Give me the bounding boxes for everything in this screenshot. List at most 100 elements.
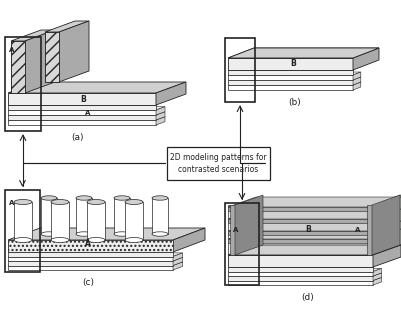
- Polygon shape: [156, 82, 186, 105]
- Polygon shape: [228, 48, 379, 58]
- Polygon shape: [8, 266, 173, 270]
- Bar: [225, 38, 255, 102]
- Polygon shape: [228, 267, 373, 272]
- Text: B: B: [290, 60, 296, 68]
- Polygon shape: [353, 82, 361, 90]
- Polygon shape: [156, 117, 165, 125]
- Polygon shape: [8, 240, 173, 252]
- Polygon shape: [8, 228, 205, 240]
- Polygon shape: [228, 58, 353, 70]
- Polygon shape: [353, 48, 379, 70]
- Polygon shape: [228, 229, 401, 239]
- Polygon shape: [228, 85, 353, 90]
- Ellipse shape: [76, 196, 92, 200]
- Polygon shape: [372, 195, 400, 255]
- Polygon shape: [353, 77, 361, 85]
- Bar: [125, 202, 143, 240]
- Polygon shape: [156, 112, 165, 120]
- Text: (c): (c): [82, 278, 94, 287]
- Ellipse shape: [114, 196, 130, 200]
- Polygon shape: [45, 32, 59, 82]
- Bar: [51, 202, 69, 240]
- Polygon shape: [156, 107, 165, 115]
- Polygon shape: [173, 228, 205, 252]
- Polygon shape: [8, 240, 173, 252]
- Text: contrasted scenarios: contrasted scenarios: [178, 164, 258, 174]
- Ellipse shape: [14, 199, 32, 204]
- Ellipse shape: [87, 238, 105, 243]
- Polygon shape: [8, 82, 186, 93]
- Ellipse shape: [51, 238, 69, 243]
- Text: (b): (b): [289, 98, 302, 107]
- Polygon shape: [228, 197, 401, 207]
- Polygon shape: [367, 205, 372, 255]
- Polygon shape: [173, 262, 182, 270]
- Bar: [76, 198, 92, 234]
- Bar: [225, 203, 259, 285]
- Polygon shape: [373, 273, 381, 280]
- Polygon shape: [228, 276, 373, 280]
- Polygon shape: [8, 256, 173, 261]
- Polygon shape: [8, 120, 156, 125]
- Polygon shape: [11, 41, 25, 93]
- Polygon shape: [228, 209, 401, 219]
- Ellipse shape: [87, 199, 105, 204]
- Polygon shape: [8, 261, 173, 266]
- Bar: [14, 202, 32, 240]
- Polygon shape: [228, 219, 373, 223]
- Polygon shape: [8, 252, 173, 256]
- Text: A: A: [9, 47, 14, 53]
- Polygon shape: [373, 195, 401, 255]
- Polygon shape: [228, 221, 401, 231]
- Polygon shape: [373, 245, 401, 267]
- Polygon shape: [228, 255, 373, 267]
- Polygon shape: [8, 93, 156, 105]
- Ellipse shape: [114, 232, 130, 236]
- Polygon shape: [11, 30, 55, 41]
- Polygon shape: [59, 21, 89, 82]
- Bar: [41, 198, 57, 234]
- Text: A: A: [233, 227, 239, 233]
- Polygon shape: [173, 257, 182, 266]
- Text: 2D modeling patterns for: 2D modeling patterns for: [170, 153, 266, 163]
- Polygon shape: [8, 107, 165, 110]
- Polygon shape: [8, 115, 156, 120]
- Ellipse shape: [76, 232, 92, 236]
- Polygon shape: [8, 117, 165, 120]
- Ellipse shape: [14, 238, 32, 243]
- Polygon shape: [228, 205, 373, 255]
- Polygon shape: [235, 195, 263, 255]
- Polygon shape: [228, 273, 381, 276]
- Polygon shape: [228, 77, 361, 80]
- Polygon shape: [373, 278, 381, 285]
- Ellipse shape: [51, 199, 69, 204]
- Ellipse shape: [41, 196, 57, 200]
- Polygon shape: [228, 268, 381, 272]
- Polygon shape: [8, 112, 165, 115]
- Bar: [5, 37, 41, 131]
- FancyBboxPatch shape: [166, 146, 269, 180]
- Polygon shape: [228, 239, 373, 243]
- Polygon shape: [228, 280, 373, 285]
- Ellipse shape: [152, 196, 168, 200]
- Ellipse shape: [41, 232, 57, 236]
- Text: B: B: [305, 226, 311, 234]
- Polygon shape: [228, 72, 361, 75]
- Text: A: A: [355, 227, 360, 233]
- Polygon shape: [228, 272, 373, 276]
- Polygon shape: [353, 72, 361, 80]
- Text: (d): (d): [302, 293, 314, 302]
- Polygon shape: [373, 268, 381, 276]
- Polygon shape: [228, 207, 373, 211]
- Ellipse shape: [125, 199, 143, 204]
- Polygon shape: [45, 21, 89, 32]
- Bar: [114, 198, 130, 234]
- Text: (a): (a): [72, 133, 84, 142]
- Polygon shape: [25, 30, 55, 93]
- Polygon shape: [228, 70, 353, 75]
- Polygon shape: [8, 110, 156, 115]
- Text: B: B: [80, 95, 86, 105]
- Bar: [5, 190, 40, 272]
- Polygon shape: [8, 105, 156, 110]
- Polygon shape: [8, 257, 182, 261]
